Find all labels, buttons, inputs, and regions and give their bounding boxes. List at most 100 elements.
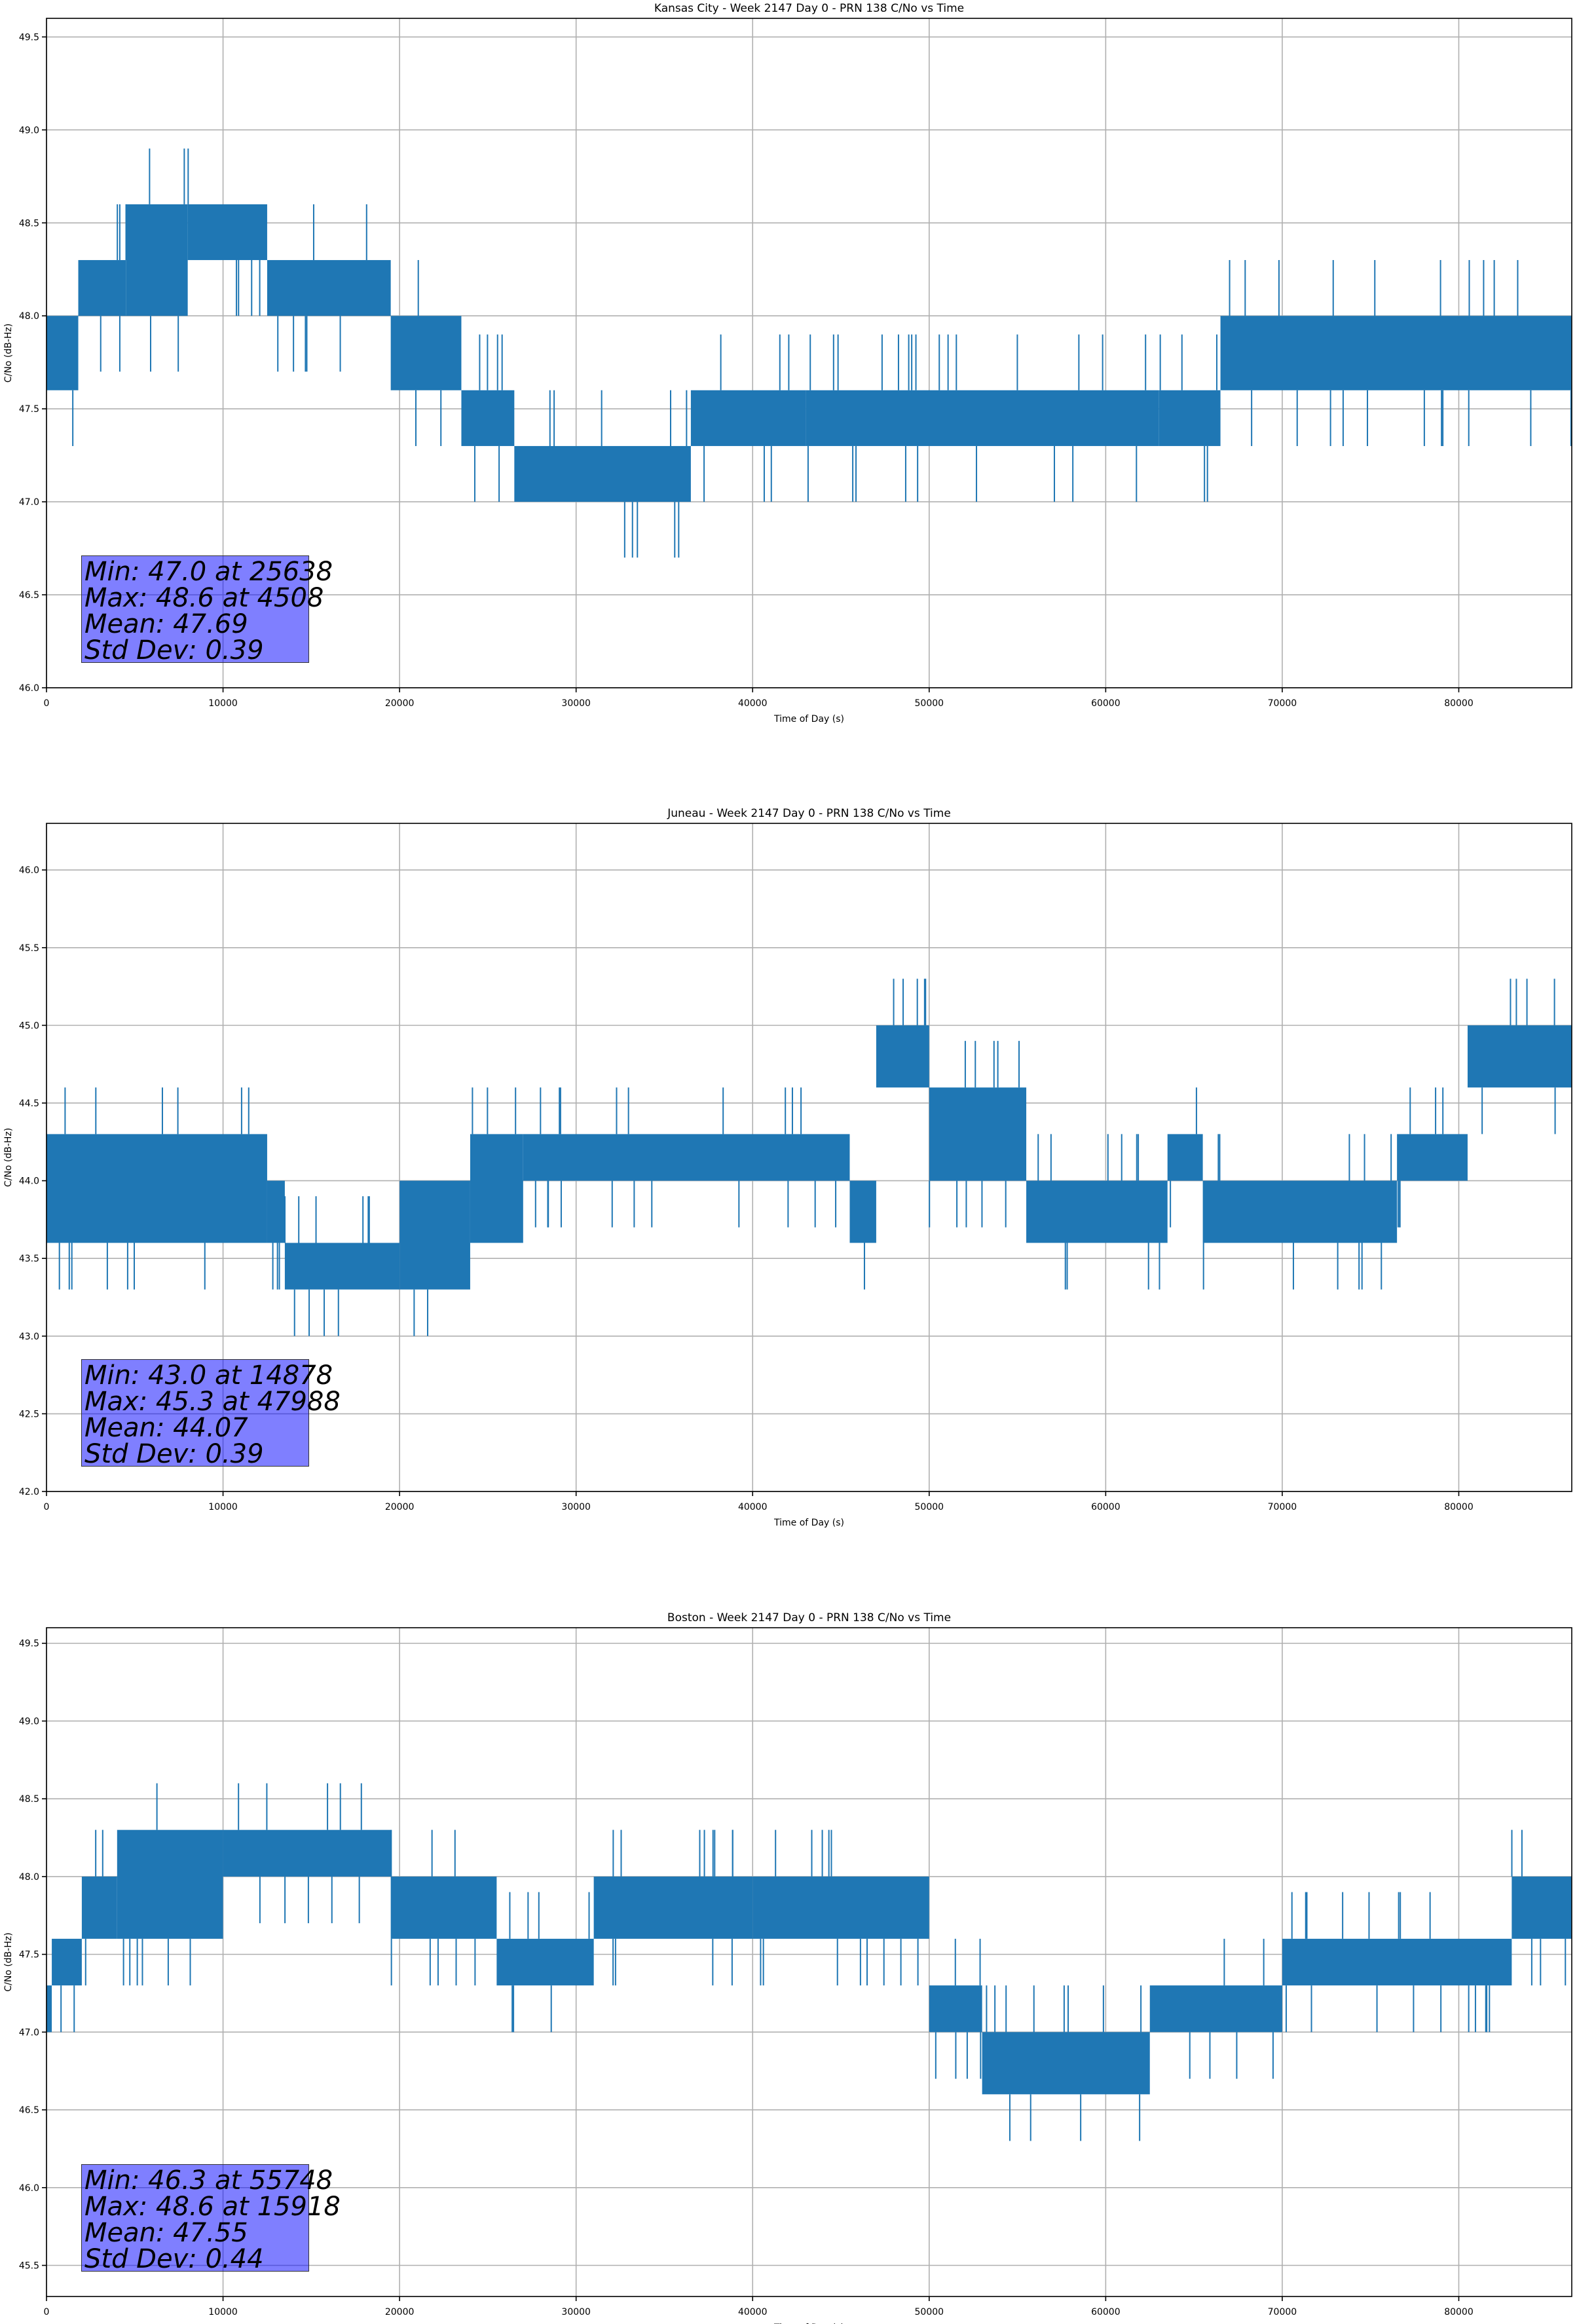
y-tick-label: 46.0 bbox=[19, 683, 39, 694]
data-band bbox=[1397, 1134, 1468, 1181]
y-tick-label: 46.0 bbox=[19, 2183, 39, 2194]
y-tick-label: 49.5 bbox=[19, 1639, 39, 1649]
y-tick-label: 47.0 bbox=[19, 497, 39, 508]
data-band bbox=[982, 2032, 1150, 2095]
x-tick-label: 10000 bbox=[208, 2307, 238, 2317]
data-band bbox=[1220, 316, 1572, 390]
y-tick-label: 42.0 bbox=[19, 1487, 39, 1497]
chart-title: Juneau - Week 2147 Day 0 - PRN 138 C/No … bbox=[667, 807, 951, 820]
data-band bbox=[1512, 1876, 1572, 1939]
data-band bbox=[752, 1876, 929, 1939]
x-tick-label: 70000 bbox=[1268, 2307, 1297, 2317]
series-line bbox=[46, 979, 1572, 1336]
stats-line: Mean: 47.55 bbox=[84, 2218, 248, 2248]
y-tick-label: 48.0 bbox=[19, 311, 39, 322]
x-tick-label: 10000 bbox=[208, 1502, 238, 1512]
data-band bbox=[523, 1134, 850, 1181]
data-band bbox=[46, 1134, 267, 1243]
data-band bbox=[390, 1876, 497, 1939]
x-tick-label: 60000 bbox=[1091, 2307, 1121, 2317]
stats-line: Max: 48.6 at 4508 bbox=[84, 583, 324, 613]
stats-line: Std Dev: 0.39 bbox=[84, 1439, 264, 1469]
x-tick-label: 50000 bbox=[915, 2307, 944, 2317]
data-band bbox=[849, 1180, 876, 1243]
data-band bbox=[46, 316, 79, 390]
stats-line: Min: 47.0 at 25638 bbox=[84, 557, 333, 587]
data-band bbox=[126, 204, 188, 316]
data-band bbox=[690, 390, 806, 446]
x-tick-label: 30000 bbox=[561, 1502, 591, 1512]
y-tick-label: 47.5 bbox=[19, 1950, 39, 1960]
y-tick-label: 49.5 bbox=[19, 32, 39, 43]
y-tick-label: 46.5 bbox=[19, 2105, 39, 2116]
y-tick-label: 48.5 bbox=[19, 218, 39, 229]
stats-line: Std Dev: 0.44 bbox=[84, 2244, 264, 2274]
series-line bbox=[46, 1783, 1572, 2141]
data-band bbox=[390, 316, 462, 390]
x-tick-label: 80000 bbox=[1444, 2307, 1474, 2317]
y-tick-label: 45.5 bbox=[19, 943, 39, 954]
stats-line: Min: 46.3 at 55748 bbox=[84, 2165, 333, 2196]
x-axis-label: Time of Day (s) bbox=[773, 2323, 844, 2324]
data-band bbox=[806, 390, 1159, 446]
data-band bbox=[1149, 1985, 1282, 2033]
x-axis-label: Time of Day (s) bbox=[773, 714, 844, 724]
y-tick-label: 43.5 bbox=[19, 1254, 39, 1264]
y-tick-label: 47.5 bbox=[19, 404, 39, 415]
y-tick-label: 49.0 bbox=[19, 1716, 39, 1727]
x-tick-label: 10000 bbox=[208, 698, 238, 709]
x-tick-label: 50000 bbox=[915, 1502, 944, 1512]
data-band bbox=[1167, 1134, 1203, 1181]
x-tick-label: 60000 bbox=[1091, 1502, 1121, 1512]
stats-annotation: Min: 46.3 at 55748 Max: 48.6 at 15918 Mean… bbox=[81, 2164, 341, 2274]
x-tick-label: 80000 bbox=[1444, 1502, 1474, 1512]
series-line bbox=[46, 148, 1572, 558]
data-band bbox=[267, 260, 391, 316]
stats-line: Mean: 47.69 bbox=[84, 609, 248, 639]
y-tick-label: 44.0 bbox=[19, 1176, 39, 1187]
x-tick-label: 30000 bbox=[561, 2307, 591, 2317]
x-tick-label: 70000 bbox=[1268, 698, 1297, 709]
x-tick-label: 40000 bbox=[738, 1502, 768, 1512]
y-tick-label: 42.5 bbox=[19, 1409, 39, 1419]
chart-panel-2: 0 10000 20000 30000 40000 50000 60000 70000 8000… bbox=[3, 807, 1572, 1528]
x-tick-label: 60000 bbox=[1091, 698, 1121, 709]
x-tick-label: 0 bbox=[44, 2307, 50, 2317]
data-band bbox=[461, 390, 515, 446]
data-band bbox=[187, 204, 267, 261]
y-tick-label: 45.5 bbox=[19, 2261, 39, 2272]
data-band bbox=[496, 1938, 594, 1986]
y-axis-label: C/No (dB-Hz) bbox=[3, 324, 14, 383]
stats-annotation: Min: 47.0 at 25638 Max: 48.6 at 4508 Mean:… bbox=[81, 555, 333, 665]
axes-frame bbox=[46, 1627, 1572, 2297]
axes-frame bbox=[46, 18, 1572, 688]
data-band bbox=[876, 1025, 929, 1088]
y-axis-label: C/No (dB-Hz) bbox=[3, 1128, 14, 1187]
data-band bbox=[52, 1938, 82, 1986]
chart-panel-3: 0 10000 20000 30000 40000 50000 60000 70000 8000… bbox=[3, 1611, 1572, 2324]
chart-title: Boston - Week 2147 Day 0 - PRN 138 C/No … bbox=[667, 1611, 951, 1624]
data-band bbox=[1202, 1180, 1398, 1243]
x-tick-label: 40000 bbox=[738, 2307, 768, 2317]
chart-panel-1: 0 10000 20000 30000 40000 50000 60000 70000 8000… bbox=[3, 2, 1572, 724]
x-tick-label: 0 bbox=[44, 1502, 50, 1512]
data-band bbox=[78, 260, 126, 316]
stats-line: Std Dev: 0.39 bbox=[84, 635, 264, 665]
y-tick-label: 47.0 bbox=[19, 2027, 39, 2038]
stats-line: Max: 48.6 at 15918 bbox=[84, 2192, 341, 2222]
data-band bbox=[929, 1087, 1027, 1181]
data-band bbox=[117, 1829, 223, 1939]
y-tick-label: 43.0 bbox=[19, 1332, 39, 1342]
x-tick-label: 0 bbox=[44, 698, 50, 709]
data-band bbox=[1026, 1180, 1168, 1243]
y-tick-label: 48.0 bbox=[19, 1872, 39, 1883]
data-band bbox=[470, 1134, 523, 1243]
data-band bbox=[46, 1985, 52, 2033]
x-tick-label: 20000 bbox=[385, 2307, 415, 2317]
y-tick-label: 48.5 bbox=[19, 1794, 39, 1805]
y-axis-label: C/No (dB-Hz) bbox=[3, 1932, 14, 1991]
y-tick-label: 46.5 bbox=[19, 590, 39, 601]
x-tick-label: 30000 bbox=[561, 698, 591, 709]
stats-line: Min: 43.0 at 14878 bbox=[84, 1360, 333, 1391]
